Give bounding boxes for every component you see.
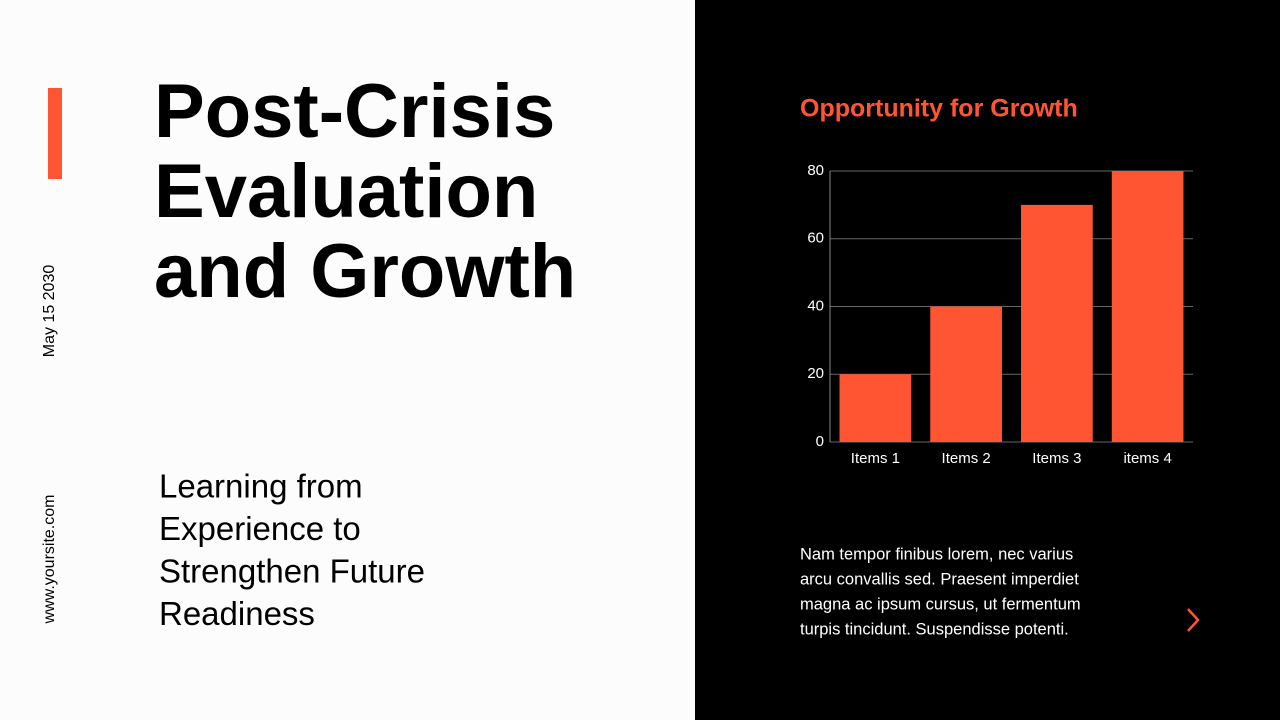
website: www.yoursite.com (41, 495, 58, 625)
x-tick-label: Items 3 (1032, 450, 1081, 467)
x-tick-label: items 4 (1123, 450, 1171, 467)
bar (1111, 171, 1184, 442)
subtitle-line: Learning from (159, 468, 363, 505)
next-arrow[interactable] (1187, 608, 1200, 632)
title-line: Evaluation (154, 149, 538, 234)
y-tick-label: 20 (807, 365, 824, 382)
body-text: Nam tempor finibus lorem, nec varius arcu… (800, 545, 1081, 638)
accent-bar (48, 88, 62, 179)
subtitle-line: Strengthen Future (159, 553, 425, 590)
bar (930, 306, 1002, 442)
y-tick-label: 60 (807, 230, 824, 247)
title-line: and Growth (154, 229, 576, 314)
y-tick-label: 80 (807, 162, 824, 179)
y-tick-label: 0 (816, 433, 824, 450)
chart: 0 20 40 60 80 Items 1 Items 2 Items 3 items 4 (807, 162, 1193, 467)
bar (839, 374, 912, 442)
subtitle-line: Experience to (159, 510, 361, 547)
slide-subtitle: Learning from Experience to Strengthen Fut… (159, 468, 425, 633)
x-tick-label: Items 2 (942, 450, 991, 467)
x-tick-label: Items 1 (851, 450, 900, 467)
y-tick-label: 40 (807, 297, 824, 314)
body-line: magna ac ipsum cursus, ut fermentum (800, 595, 1081, 613)
left-panel (0, 0, 695, 720)
chart-title: Opportunity for Growth (800, 95, 1078, 123)
body-line: Nam tempor finibus lorem, nec varius (800, 545, 1073, 563)
body-line: arcu convallis sed. Praesent imperdiet (800, 570, 1079, 588)
subtitle-line: Readiness (159, 595, 315, 632)
bar (1021, 204, 1093, 442)
date: May 15 2030 (41, 265, 58, 358)
title-line: Post-Crisis (154, 69, 555, 154)
body-line: turpis tincidunt. Suspendisse potenti. (800, 620, 1069, 638)
